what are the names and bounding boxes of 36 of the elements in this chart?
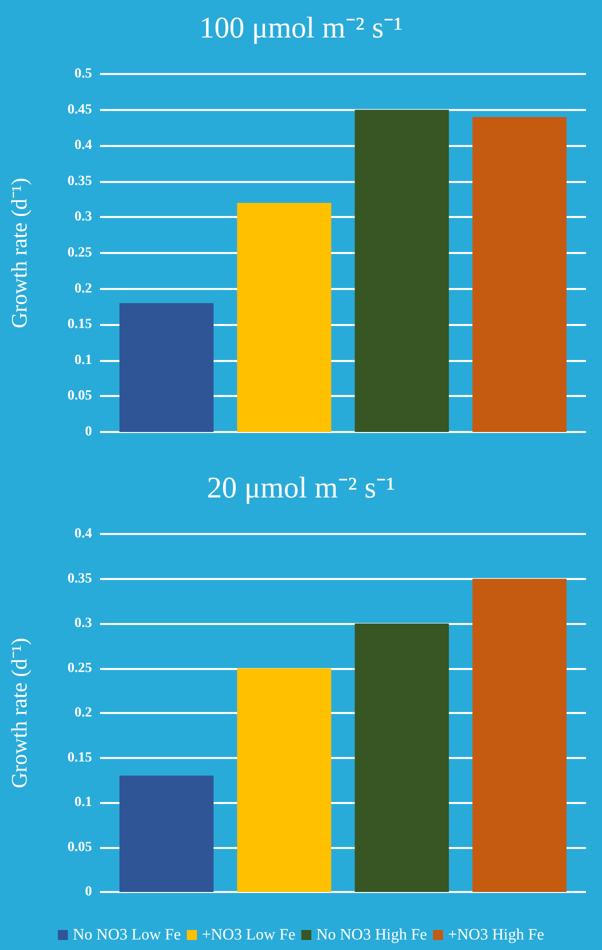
y-tick-label: 0.35 bbox=[68, 571, 92, 586]
y-tick-label: 0.2 bbox=[74, 706, 92, 720]
y-tick-label: 0 bbox=[85, 424, 92, 440]
y-tick-label: 0.15 bbox=[68, 750, 92, 766]
y-tick-label: 0.15 bbox=[68, 317, 92, 332]
chart-title: 20 μmol m⁻² s⁻¹ bbox=[206, 472, 396, 504]
legend-label: +NO3 Low Fe bbox=[202, 926, 296, 944]
y-tick-label: 0.45 bbox=[68, 102, 92, 118]
y-axis-title: Growth rate (d⁻¹) bbox=[6, 178, 32, 328]
y-tick-label: 0.3 bbox=[74, 210, 92, 225]
y-tick-label: 0.5 bbox=[74, 66, 92, 82]
y-tick-label: 0.25 bbox=[68, 246, 92, 260]
legend-label: No NO3 High Fe bbox=[316, 926, 427, 944]
y-tick-label: 0.35 bbox=[68, 174, 92, 189]
bar bbox=[237, 668, 332, 892]
y-tick-label: 0.1 bbox=[74, 795, 92, 810]
y-tick-label: 0 bbox=[85, 884, 92, 900]
legend-label: No NO3 Low Fe bbox=[72, 926, 181, 944]
y-tick-label: 0.4 bbox=[74, 526, 92, 542]
chart-title: 100 μmol m⁻² s⁻¹ bbox=[199, 12, 403, 44]
y-tick-label: 0.05 bbox=[68, 388, 92, 404]
y-tick-label: 0.2 bbox=[74, 281, 92, 296]
bar bbox=[237, 202, 332, 432]
bar bbox=[472, 578, 567, 892]
bar bbox=[354, 624, 449, 892]
bar bbox=[119, 776, 214, 892]
legend-label: +NO3 High Fe bbox=[448, 926, 544, 944]
y-tick-label: 0.4 bbox=[74, 138, 92, 154]
y-tick-label: 0.25 bbox=[68, 660, 92, 676]
y-tick-label: 0.05 bbox=[68, 840, 92, 855]
bar bbox=[119, 303, 214, 432]
y-tick-label: 0.3 bbox=[74, 616, 92, 631]
bar bbox=[354, 110, 449, 432]
y-tick-label: 0.1 bbox=[74, 352, 92, 368]
y-axis-title: Growth rate (d⁻¹) bbox=[6, 638, 32, 788]
bar bbox=[472, 116, 567, 432]
